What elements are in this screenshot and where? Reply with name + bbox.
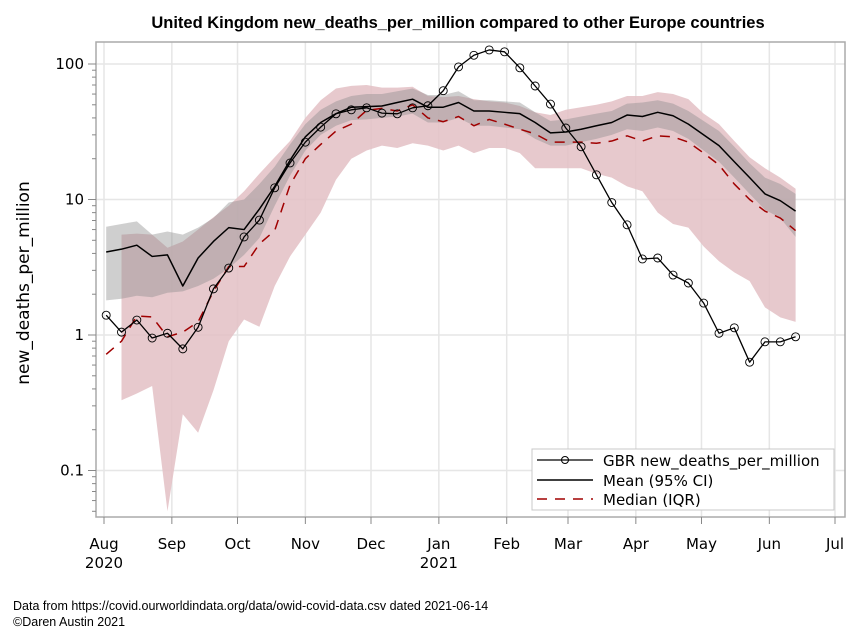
legend-item-mean: Mean (95% CI) bbox=[537, 472, 713, 490]
legend-item-median: Median (IQR) bbox=[537, 491, 701, 509]
y-tick-label: 100 bbox=[55, 55, 84, 73]
gbr-data-point bbox=[392, 109, 402, 119]
data-source-note: Data from https://covid.ourworldindata.o… bbox=[13, 599, 489, 613]
gbr-data-point bbox=[791, 332, 801, 342]
gbr-data-point bbox=[224, 263, 234, 273]
x-tick-label: Jun bbox=[757, 535, 781, 553]
x-tick-label: May bbox=[686, 535, 717, 553]
gbr-data-point bbox=[193, 322, 203, 332]
iqr-band bbox=[121, 84, 796, 512]
bands bbox=[106, 84, 796, 512]
x-tick-label: Mar bbox=[554, 535, 583, 553]
x-tick-label: Sep bbox=[158, 535, 186, 553]
gbr-data-point bbox=[377, 108, 387, 118]
gbr-data-point bbox=[362, 103, 372, 113]
gbr-data-point bbox=[622, 220, 632, 230]
gbr-data-point bbox=[101, 310, 111, 320]
x-tick-year-label: 2020 bbox=[85, 554, 123, 572]
legend: GBR new_deaths_per_million Mean (95% CI)… bbox=[531, 448, 835, 511]
gbr-data-point bbox=[500, 47, 509, 57]
gbr-data-point bbox=[408, 103, 418, 113]
gbr-line bbox=[105, 49, 796, 363]
gbr-data-point bbox=[699, 298, 709, 308]
gbr-data-point bbox=[423, 101, 433, 111]
y-axis-label: new_deaths_per_million bbox=[14, 181, 34, 384]
gbr-data-point bbox=[484, 45, 494, 55]
ci-band bbox=[106, 88, 796, 301]
x-tick-label: Jan bbox=[426, 535, 450, 553]
gbr-data-point bbox=[576, 142, 586, 152]
legend-item-gbr: GBR new_deaths_per_million bbox=[537, 452, 820, 471]
gbr-data-point bbox=[331, 109, 341, 119]
gbr-data-point bbox=[178, 344, 188, 354]
legend-circle-marker-icon bbox=[561, 456, 569, 464]
gbr-data-point bbox=[117, 327, 126, 337]
y-axis: 0.1 1 10 100 bbox=[55, 55, 96, 512]
gbr-data-point bbox=[775, 337, 785, 347]
gbr-data-point bbox=[591, 170, 601, 180]
y-tick-label: 0.1 bbox=[60, 462, 84, 480]
series-lines bbox=[105, 49, 797, 363]
gbr-data-point bbox=[300, 137, 310, 147]
gbr-data-point bbox=[515, 63, 525, 73]
gbr-data-point bbox=[760, 337, 770, 347]
x-tick-label: Nov bbox=[291, 535, 320, 553]
copyright-note: ©Daren Austin 2021 bbox=[13, 615, 126, 629]
x-tick-label: Apr bbox=[623, 535, 650, 553]
gbr-data-point bbox=[438, 86, 448, 96]
gbr-data-point bbox=[714, 328, 724, 338]
gbr-data-point bbox=[530, 81, 540, 91]
chart-title: United Kingdom new_deaths_per_million co… bbox=[151, 14, 764, 32]
gbr-data-point bbox=[546, 99, 555, 109]
gbr-data-point bbox=[637, 254, 647, 264]
gbr-data-point bbox=[346, 105, 356, 115]
x-tick-year-label: 2021 bbox=[420, 554, 458, 572]
gbr-markers bbox=[101, 45, 801, 367]
gbr-data-point bbox=[239, 232, 249, 242]
mean-line bbox=[106, 98, 797, 287]
gbr-data-point bbox=[163, 328, 172, 338]
gbr-data-point bbox=[132, 315, 142, 325]
gbr-data-point bbox=[668, 270, 678, 280]
gbr-data-point bbox=[729, 323, 739, 333]
legend-label-mean: Mean (95% CI) bbox=[603, 472, 713, 490]
y-tick-label: 1 bbox=[74, 326, 84, 344]
gbr-data-point bbox=[454, 62, 464, 72]
x-tick-label: Jul bbox=[825, 535, 844, 553]
gbr-data-point bbox=[147, 333, 157, 343]
y-tick-label: 10 bbox=[65, 191, 84, 209]
gbr-data-point bbox=[683, 278, 693, 288]
gbr-data-point bbox=[254, 215, 264, 225]
legend-label-median: Median (IQR) bbox=[603, 491, 701, 509]
x-tick-label: Oct bbox=[225, 535, 251, 553]
gbr-data-point bbox=[270, 183, 280, 193]
x-tick-label: Dec bbox=[356, 535, 385, 553]
x-tick-label: Feb bbox=[493, 535, 520, 553]
gbr-data-point bbox=[469, 50, 479, 60]
gbr-data-point bbox=[745, 357, 755, 367]
x-tick-label: Aug bbox=[89, 535, 118, 553]
plot-border bbox=[95, 41, 846, 518]
gbr-data-point bbox=[285, 158, 295, 168]
chart: United Kingdom new_deaths_per_million co… bbox=[14, 14, 846, 572]
gbr-data-point bbox=[653, 253, 663, 263]
legend-label-gbr: GBR new_deaths_per_million bbox=[603, 452, 820, 471]
plot-frame bbox=[95, 41, 846, 518]
gbr-data-point bbox=[208, 284, 218, 294]
median-line bbox=[105, 104, 797, 355]
gbr-data-point bbox=[561, 123, 571, 133]
gbr-data-point bbox=[316, 122, 326, 132]
gbr-data-point bbox=[607, 198, 617, 207]
